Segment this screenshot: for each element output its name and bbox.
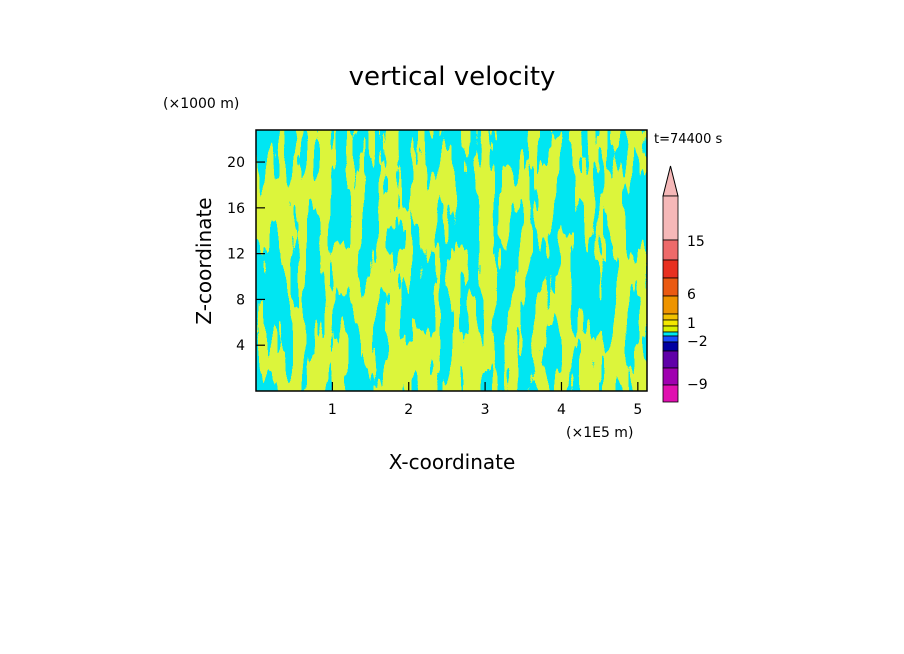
- colorbar-swatch: [662, 295, 679, 315]
- colorbar-swatch: [662, 335, 679, 343]
- plot-frame: [255, 129, 648, 392]
- colorbar-swatch: [662, 239, 679, 261]
- colorbar-swatch: [662, 325, 679, 333]
- y-tick-label: 8: [236, 292, 245, 308]
- colorbar-label: −2: [687, 334, 708, 350]
- colorbar-swatch: [662, 350, 679, 369]
- x-tick-label: 3: [481, 402, 490, 418]
- colorbar-swatch: [662, 277, 679, 297]
- y-axis-label: Z-coordinate: [192, 197, 216, 324]
- colorbar-swatch: [662, 367, 679, 386]
- x-tick-label: 2: [404, 402, 413, 418]
- time-label: t=74400 s: [654, 132, 722, 147]
- colorbar: 15 6 1 −2 −9: [662, 165, 708, 403]
- y-tick-label: 16: [227, 201, 245, 217]
- colorbar-swatch: [662, 384, 679, 403]
- y-tick-label: 12: [227, 247, 245, 263]
- colorbar-extend-arrow: [662, 165, 679, 197]
- colorbar-swatch: [662, 313, 679, 321]
- colorbar-label: 1: [687, 316, 696, 332]
- x-tick-label: 1: [328, 402, 337, 418]
- colorbar-swatch: [662, 259, 679, 279]
- y-axis-ticks: 4 8 12 16 20: [227, 155, 265, 354]
- x-axis-ticks: 1 2 3 4 5: [328, 382, 642, 418]
- colorbar-label: 15: [687, 234, 705, 250]
- y-unit-label: (×1000 m): [163, 96, 239, 112]
- x-tick-label: 4: [557, 402, 566, 418]
- colorbar-swatch: [662, 341, 679, 352]
- colorbar-swatch: [662, 319, 679, 327]
- colorbar-label: −9: [687, 377, 708, 393]
- x-axis-label: X-coordinate: [389, 450, 516, 474]
- y-tick-label: 20: [227, 155, 245, 171]
- y-tick-label: 4: [236, 338, 245, 354]
- colorbar-swatch: [662, 195, 679, 241]
- colorbar-swatch: [662, 331, 679, 337]
- x-unit-label: (×1E5 m): [566, 425, 633, 441]
- x-tick-label: 5: [633, 402, 642, 418]
- colorbar-label: 6: [687, 287, 696, 303]
- chart-title: vertical velocity: [349, 62, 556, 92]
- heatmap-field: [256, 130, 647, 391]
